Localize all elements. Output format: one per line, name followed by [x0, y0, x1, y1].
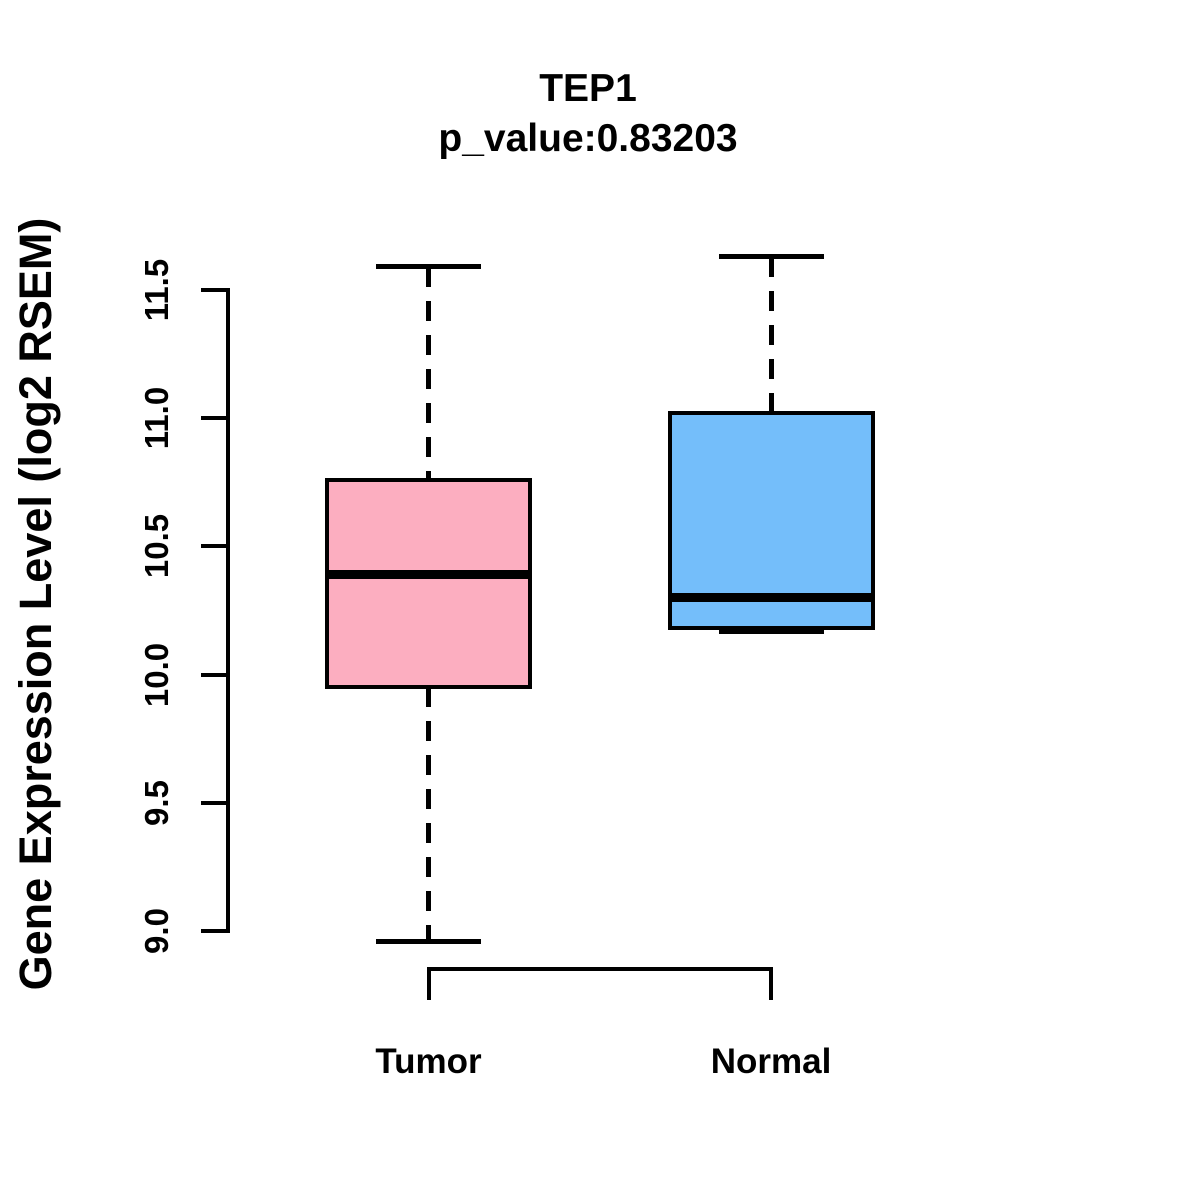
y-axis-tick-label: 9.5: [138, 779, 175, 826]
group-label-tumor: Tumor: [375, 1042, 482, 1081]
y-axis-tick: [201, 416, 226, 421]
y-axis-tick: [201, 288, 226, 292]
y-axis-line: [226, 288, 230, 933]
whisker-upper-normal: [768, 256, 774, 414]
whisker-lower-tumor: [426, 687, 431, 942]
y-axis-tick-label: 11.5: [138, 258, 175, 322]
whisker-upper-tumor: [426, 266, 431, 480]
chart-title-block: TEP1 p_value:0.83203: [230, 64, 946, 164]
boxplot-box-tumor: [325, 477, 532, 690]
whisker-cap-min-tumor: [376, 938, 481, 944]
whisker-cap-max-normal: [718, 254, 824, 260]
x-axis-line: [426, 967, 773, 971]
median-line-normal: [667, 593, 875, 603]
chart-subtitle-pvalue: p_value:0.83203: [438, 117, 738, 160]
y-axis-tick: [201, 672, 226, 677]
y-axis-tick-label: 9.0: [138, 908, 175, 954]
x-axis-tick: [769, 967, 773, 1000]
group-label-normal: Normal: [710, 1042, 832, 1081]
median-line-tumor: [325, 570, 532, 580]
y-axis-tick: [201, 800, 226, 805]
y-axis-tick-label: 10.5: [138, 514, 175, 579]
y-axis-tick: [201, 929, 226, 933]
chart-title: TEP1: [539, 67, 637, 110]
x-axis-tick: [426, 967, 431, 1000]
y-axis-tick-label: 10.0: [138, 642, 175, 707]
y-axis-tick: [201, 544, 226, 549]
y-axis-tick-label: 11.0: [138, 386, 175, 450]
whisker-cap-max-tumor: [376, 264, 481, 270]
whisker-cap-min-normal: [718, 628, 824, 634]
